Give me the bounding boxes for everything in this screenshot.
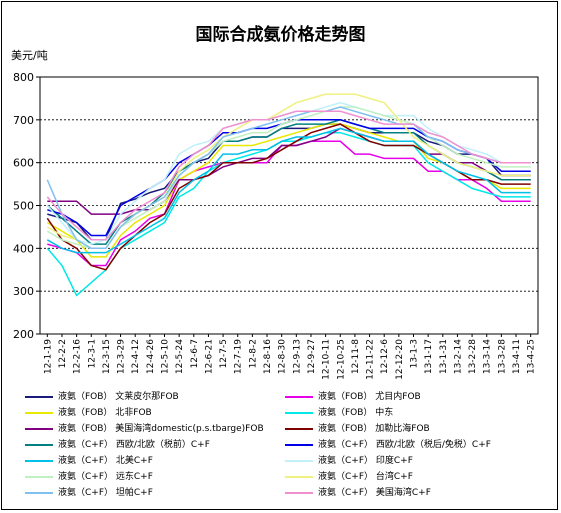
legend-swatch bbox=[25, 412, 53, 414]
x-tick-label: 13-1-3 bbox=[410, 339, 420, 368]
y-tick-label: 600 bbox=[13, 157, 34, 170]
x-tick-label: 13-4-11 bbox=[512, 339, 522, 374]
series-line-9 bbox=[46, 127, 531, 254]
legend-label: 液氨（C+F） 印度C+F bbox=[318, 456, 413, 466]
legend-swatch bbox=[285, 396, 313, 398]
x-tick-label: 13-2-14 bbox=[453, 339, 463, 374]
x-tick-label: 12-7-5 bbox=[219, 339, 229, 368]
legend-label: 液氨（FOB） 中东 bbox=[318, 408, 394, 418]
x-tick-label: 12-6-7 bbox=[190, 339, 200, 368]
legend-label: 液氨（FOB） 美国海湾domestic(p.s.tbarge)FOB bbox=[58, 424, 264, 434]
series-line-4 bbox=[46, 131, 531, 297]
x-tick-label: 12-5-10 bbox=[161, 339, 171, 374]
series-line-11 bbox=[46, 106, 531, 250]
x-tick-label: 12-11-8 bbox=[351, 339, 361, 374]
x-tick-label: 12-9-27 bbox=[307, 339, 317, 374]
legend-label: 液氨（C+F） 美国海湾C+F bbox=[318, 488, 431, 498]
legend-label: 液氨（C+F） 西欧/北欧（税后/免税）C+F bbox=[318, 440, 491, 450]
x-tick-label: 12-5-24 bbox=[175, 339, 185, 374]
x-tick-label: 12-6-21 bbox=[204, 339, 214, 374]
legend-swatch bbox=[25, 476, 53, 478]
legend-label: 液氨（FOB） 加勒比海FOB bbox=[318, 424, 430, 434]
x-tick-label: 13-1-31 bbox=[439, 339, 449, 374]
legend-swatch bbox=[285, 428, 313, 430]
chart-title: 国际合成氨价格走势图 bbox=[195, 25, 366, 45]
legend-swatch bbox=[285, 492, 313, 494]
legend-label: 液氨（C+F） 台湾C+F bbox=[318, 472, 413, 482]
x-tick-label: 13-4-25 bbox=[527, 339, 537, 374]
series-line-3 bbox=[46, 123, 531, 258]
legend-label: 液氨（FOB） 北非FOB bbox=[58, 408, 152, 418]
legend-swatch bbox=[285, 412, 313, 414]
y-tick-label: 800 bbox=[13, 71, 34, 84]
x-tick-label: 12-10-25 bbox=[336, 339, 346, 380]
legend-swatch bbox=[25, 444, 53, 446]
x-tick-label: 12-3-29 bbox=[117, 339, 127, 374]
x-tick-label: 12-1-19 bbox=[43, 339, 53, 374]
x-tick-label: 12-10-11 bbox=[322, 339, 332, 380]
legend-label: 液氨（FOB） 尤目内FOB bbox=[318, 392, 421, 402]
x-tick-label: 12-9-13 bbox=[292, 339, 302, 374]
legend-label: 液氨（C+F） 西欧/北欧（税前）C+F bbox=[58, 440, 210, 450]
x-tick-label: 12-8-30 bbox=[278, 339, 288, 374]
y-axis-unit-label: 美元/吨 bbox=[11, 49, 48, 62]
y-tick-label: 300 bbox=[13, 285, 34, 298]
x-tick-label: 12-8-16 bbox=[263, 339, 273, 374]
legend-swatch bbox=[25, 460, 53, 462]
x-tick-label: 12-3-15 bbox=[102, 339, 112, 374]
x-tick-label: 12-12-20 bbox=[395, 339, 405, 380]
x-tick-label: 13-1-17 bbox=[424, 339, 434, 374]
x-tick-label: 13-3-14 bbox=[483, 339, 493, 374]
series-line-14 bbox=[46, 110, 531, 241]
x-tick-label: 12-7-19 bbox=[234, 339, 244, 374]
series-line-13 bbox=[46, 106, 531, 250]
legend-label: 液氨（C+F） 坦帕C+F bbox=[58, 488, 153, 498]
y-tick-label: 400 bbox=[13, 242, 34, 255]
legend-label: 液氨（C+F） 远东C+F bbox=[58, 472, 153, 482]
x-tick-label: 13-2-28 bbox=[468, 339, 478, 374]
x-tick-label: 12-4-12 bbox=[131, 339, 141, 374]
x-tick-label: 12-3-1 bbox=[87, 339, 97, 368]
y-tick-label: 200 bbox=[13, 328, 34, 341]
x-tick-label: 13-3-28 bbox=[497, 339, 507, 374]
legend-swatch bbox=[25, 396, 53, 398]
x-tick-label: 12-12-6 bbox=[380, 339, 390, 374]
x-tick-label: 12-4-26 bbox=[146, 339, 156, 374]
y-tick-label: 500 bbox=[13, 200, 34, 213]
series-line-8 bbox=[47, 119, 531, 237]
legend-swatch bbox=[25, 492, 53, 494]
y-tick-label: 700 bbox=[13, 114, 34, 127]
x-tick-label: 12-2-16 bbox=[73, 339, 83, 374]
legend-swatch bbox=[285, 476, 313, 478]
legend-label: 液氨（FOB） 文莱皮尔那FOB bbox=[58, 392, 179, 402]
x-tick-label: 12-11-22 bbox=[366, 339, 376, 380]
x-tick-label: 12-2-2 bbox=[58, 339, 68, 368]
legend-swatch bbox=[285, 444, 313, 446]
legend-swatch bbox=[285, 460, 313, 462]
legend-label: 液氨（C+F） 北美C+F bbox=[58, 456, 153, 466]
x-tick-label: 12-8-2 bbox=[248, 339, 258, 368]
legend-swatch bbox=[25, 428, 53, 430]
